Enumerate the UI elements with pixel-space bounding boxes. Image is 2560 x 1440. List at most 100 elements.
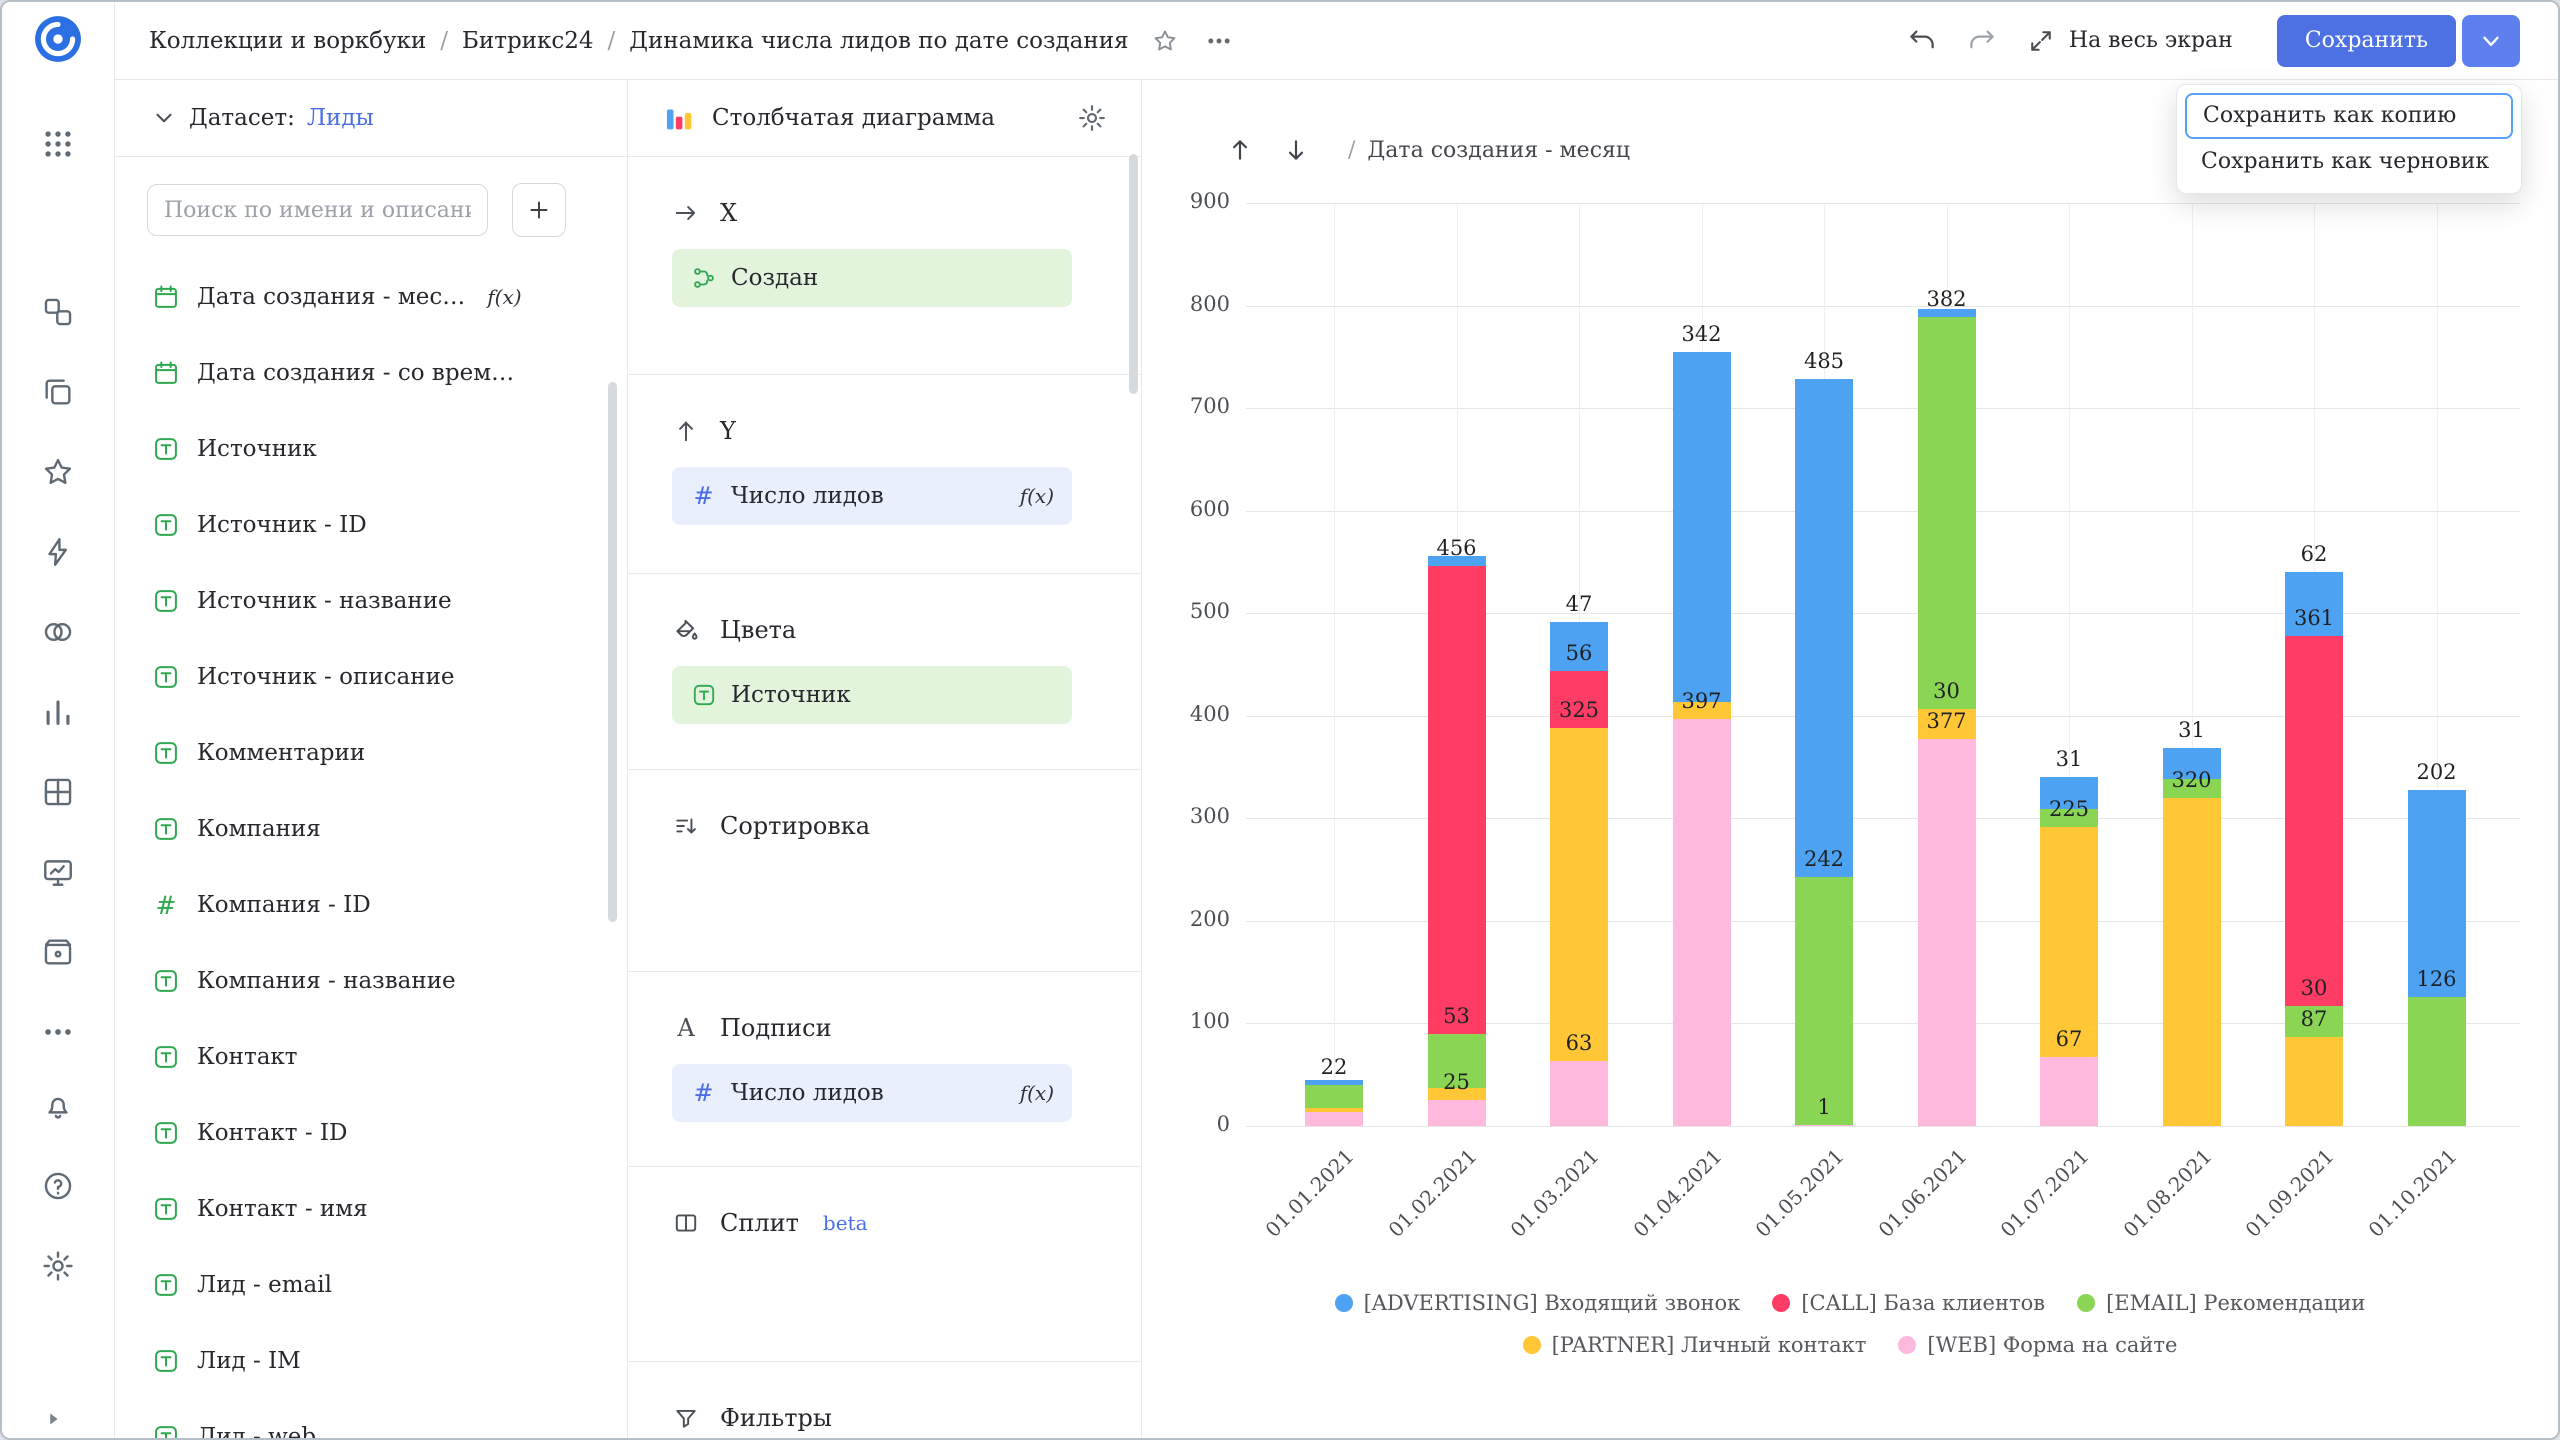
favorites-icon[interactable] — [36, 450, 80, 494]
legend-item[interactable]: [PARTNER] Личный контакт — [1522, 1324, 1866, 1366]
save-menu-toggle[interactable] — [2462, 14, 2520, 67]
bar-segment[interactable] — [2040, 1057, 2098, 1126]
bar-segment[interactable] — [1427, 1100, 1486, 1126]
bar-segment[interactable] — [1305, 1084, 1363, 1108]
bar-segment[interactable] — [2407, 996, 2466, 1126]
redo-icon[interactable] — [1967, 26, 1997, 56]
field-item[interactable]: Компания — [115, 791, 627, 867]
save-button[interactable]: Сохранить — [2276, 14, 2456, 67]
bar-segment[interactable] — [1427, 555, 1486, 567]
breadcrumb-item[interactable]: Битрикс24 — [462, 27, 594, 54]
field-list-scrollbar[interactable] — [608, 382, 617, 922]
bar-segment[interactable] — [1550, 670, 1608, 729]
workbooks-icon[interactable] — [36, 370, 80, 414]
bar-segment[interactable] — [1672, 718, 1731, 1126]
bar-segment[interactable] — [1672, 702, 1731, 719]
bar-segment[interactable] — [2040, 826, 2098, 1058]
field-item[interactable]: Источник - название — [115, 563, 627, 639]
bar-segment[interactable] — [1305, 1111, 1363, 1126]
dataset-collapse-icon[interactable] — [151, 105, 177, 131]
monitoring-icon[interactable] — [36, 850, 80, 894]
field-item[interactable]: Источник - ID — [115, 487, 627, 563]
sort-ascending-icon[interactable] — [1218, 128, 1262, 172]
bar-segment[interactable] — [1305, 1079, 1363, 1085]
bar-segment[interactable] — [1305, 1107, 1363, 1112]
bar-segment[interactable] — [2162, 797, 2221, 1126]
bar-segment[interactable] — [2407, 789, 2466, 997]
bar-segment[interactable] — [1672, 351, 1731, 703]
bar-segment[interactable] — [1795, 876, 1853, 1125]
collections-icon[interactable] — [36, 290, 80, 334]
sort-descending-icon[interactable] — [1274, 128, 1318, 172]
save-menu-item[interactable]: Сохранить как копию — [2185, 93, 2513, 139]
chart-settings-gear-icon[interactable] — [1077, 103, 1107, 133]
help-icon[interactable] — [36, 1164, 80, 1208]
bar-segment[interactable] — [2285, 572, 2343, 636]
legend-item[interactable]: [WEB] Форма на сайте — [1898, 1324, 2177, 1366]
field-item[interactable]: Контакт — [115, 1019, 627, 1095]
field-item[interactable]: Источник - описание — [115, 639, 627, 715]
save-menu-item[interactable]: Сохранить как черновик — [2201, 149, 2490, 174]
bar-segment[interactable] — [1917, 739, 1976, 1126]
bar-segment[interactable] — [1427, 1033, 1486, 1089]
bar-segment[interactable] — [1427, 566, 1486, 1034]
collapse-sidebar-icon[interactable] — [42, 1408, 64, 1430]
more-actions-icon[interactable] — [1205, 27, 1233, 55]
legend-item[interactable]: [ADVERTISING] Входящий звонок — [1334, 1282, 1740, 1324]
dataset-name-link[interactable]: Лиды — [306, 105, 374, 131]
chart-type-label[interactable]: Столбчатая диаграмма — [712, 105, 995, 131]
field-item[interactable]: Дата создания - со врем… — [115, 335, 627, 411]
bar-segment[interactable] — [2285, 1036, 2343, 1126]
notifications-icon[interactable] — [36, 1084, 80, 1128]
bar-segment[interactable] — [1550, 1061, 1608, 1126]
breadcrumb-item[interactable]: Коллекции и воркбуки — [149, 27, 427, 54]
field-item[interactable]: Контакт - ID — [115, 1095, 627, 1171]
favorite-star-icon[interactable] — [1151, 27, 1179, 55]
x-field-pill[interactable]: Создан — [672, 249, 1072, 307]
add-field-button[interactable] — [512, 183, 566, 237]
storage-icon[interactable] — [36, 930, 80, 974]
bar-segment[interactable] — [1917, 316, 1976, 709]
bar-segment[interactable] — [2040, 777, 2098, 810]
column-chart-icon[interactable] — [662, 101, 696, 135]
bar-segment[interactable] — [1427, 1088, 1486, 1101]
bar-segment[interactable] — [2162, 779, 2221, 798]
connections-icon[interactable] — [36, 530, 80, 574]
labels-field-pill[interactable]: # Число лидов f(x) — [672, 1064, 1072, 1122]
y-field-pill[interactable]: # Число лидов f(x) — [672, 467, 1072, 525]
field-item[interactable]: Дата создания - мес… f(x) — [115, 259, 627, 335]
legend-item[interactable]: [CALL] База клиентов — [1772, 1282, 2045, 1324]
breadcrumb-item[interactable]: Динамика числа лидов по дате создания — [629, 27, 1129, 54]
field-search-input[interactable] — [147, 184, 488, 236]
bar-segment[interactable] — [1917, 708, 1976, 740]
undo-icon[interactable] — [1907, 26, 1937, 56]
legend-item[interactable]: [EMAIL] Рекомендации — [2077, 1282, 2365, 1324]
bar-segment[interactable] — [1550, 728, 1608, 1062]
charts-icon[interactable] — [36, 690, 80, 734]
services-grid-icon[interactable] — [36, 122, 80, 166]
bar-segment[interactable] — [1917, 308, 1976, 317]
bar-segment[interactable] — [1550, 622, 1608, 671]
fullscreen-button[interactable]: На весь экран — [2027, 27, 2233, 55]
bar-segment[interactable] — [2162, 747, 2221, 780]
x-field-name[interactable]: Дата создания - месяц — [1367, 137, 1631, 163]
bar-segment[interactable] — [2285, 635, 2343, 1006]
settings-icon[interactable] — [36, 1244, 80, 1288]
colors-field-pill[interactable]: Источник — [672, 666, 1072, 724]
config-panel-scrollbar[interactable] — [1129, 154, 1138, 394]
datasets-icon[interactable] — [36, 610, 80, 654]
field-item[interactable]: Лид - email — [115, 1247, 627, 1323]
bar-segment[interactable] — [2285, 1006, 2343, 1037]
field-item[interactable]: Лид - IM — [115, 1323, 627, 1399]
field-item[interactable]: Источник — [115, 411, 627, 487]
more-icon[interactable] — [36, 1010, 80, 1054]
bar-segment[interactable] — [1795, 1124, 1853, 1126]
field-item[interactable]: Компания - название — [115, 943, 627, 1019]
dashboards-icon[interactable] — [36, 770, 80, 814]
datalens-logo[interactable] — [33, 14, 83, 64]
field-item[interactable]: Комментарии — [115, 715, 627, 791]
bar-segment[interactable] — [1795, 379, 1853, 877]
field-item[interactable]: # Компания - ID — [115, 867, 627, 943]
field-item[interactable]: Лид - web — [115, 1399, 627, 1438]
field-item[interactable]: Контакт - имя — [115, 1171, 627, 1247]
